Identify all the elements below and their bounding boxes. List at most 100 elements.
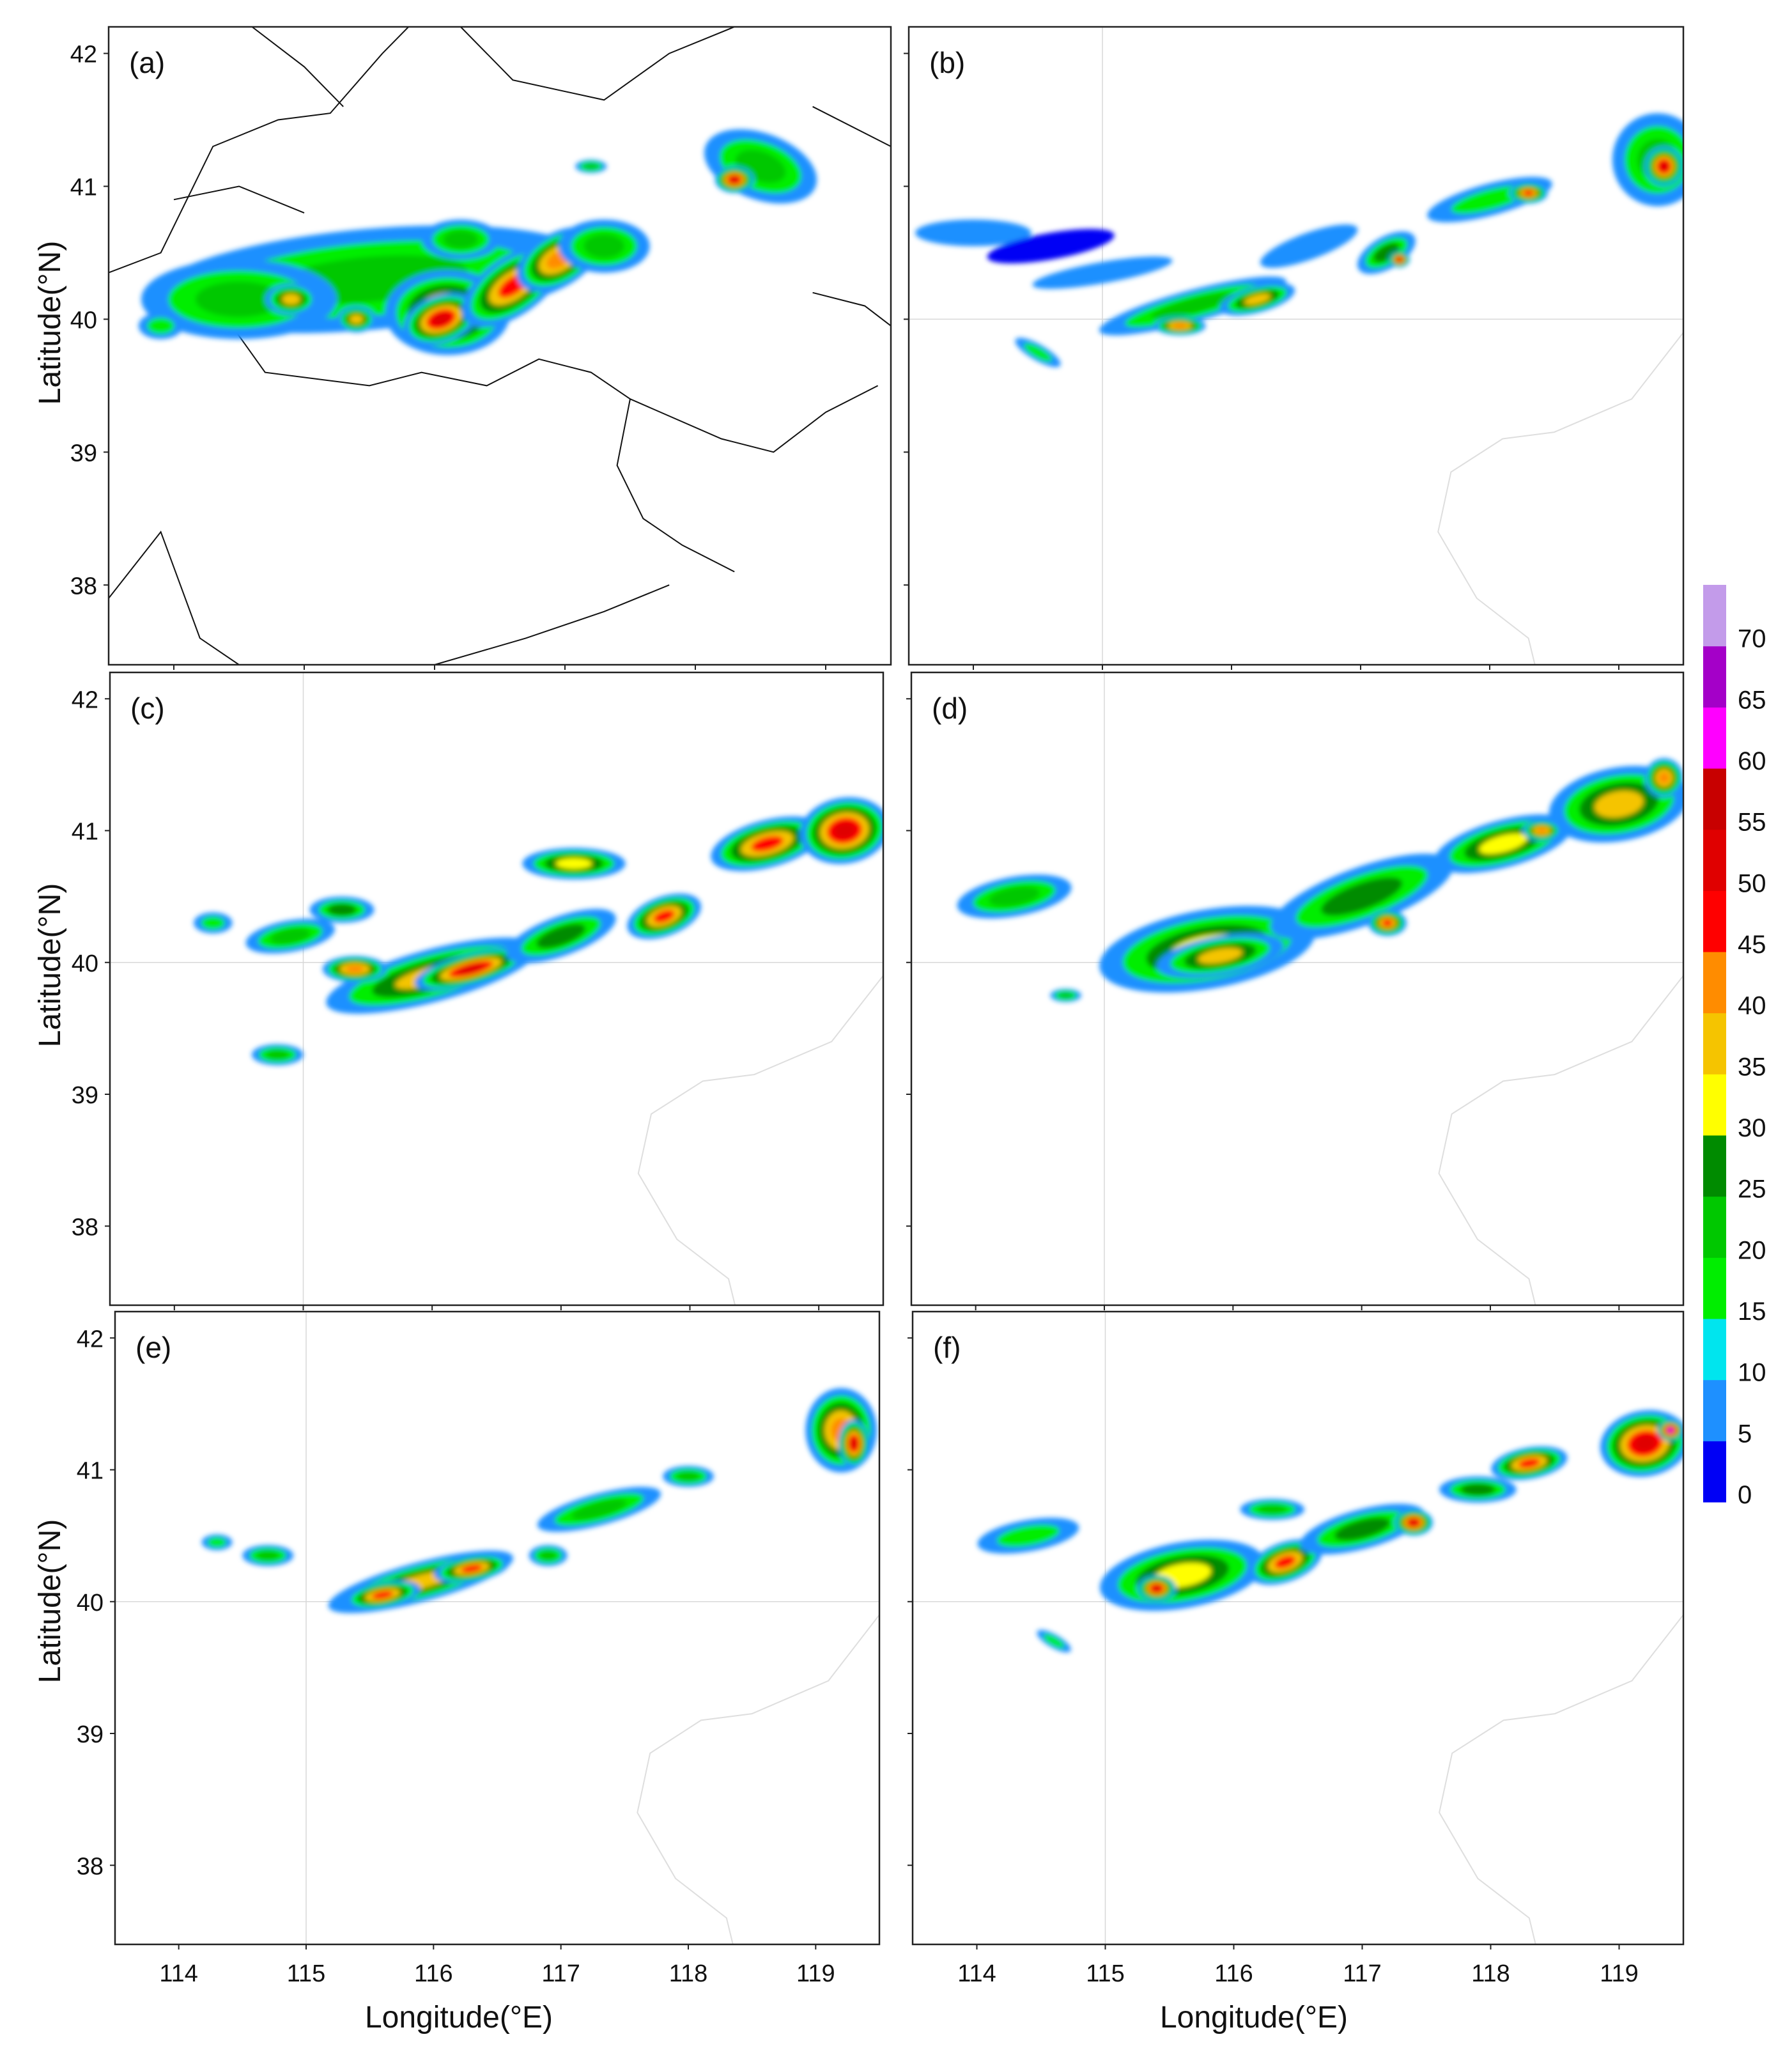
reflectivity-field (194, 797, 883, 1066)
x-tick-label: 114 (957, 1960, 996, 1987)
y-tick-label: 42 (72, 686, 98, 713)
y-axis-label-middle: Latitude(°N) (33, 883, 67, 1048)
panel-label: (c) (130, 692, 165, 725)
x-tick-label: 118 (669, 1960, 708, 1987)
colorbar-tick-label: 10 (1738, 1359, 1766, 1387)
colorbar-tick-label: 15 (1738, 1298, 1766, 1326)
panel-grid: (a) 38 39 40 41 42 (b) (c) 38 39 40 41 42 (d) (e) 38 39 4… (70, 26, 1685, 1987)
x-axis-label-right: Longitude(°E) (1160, 2001, 1348, 2035)
colorbar-tick-label: 20 (1738, 1236, 1766, 1264)
panel-label: (d) (932, 692, 968, 725)
storm-cell-4-level-2 (677, 1471, 700, 1482)
storm-cell-2-level-2 (1151, 293, 1235, 320)
colorbar-swatch (1703, 890, 1726, 952)
storm-cell-0-level-0 (915, 219, 1031, 247)
plot-area (115, 1312, 879, 1944)
storm-cell-6-level-5 (850, 1438, 858, 1450)
storm-cell-7-level-2 (1373, 243, 1400, 263)
panel-label: (f) (933, 1331, 961, 1364)
colorbar-swatch (1703, 646, 1726, 708)
storm-cell-10-level-2 (327, 904, 357, 916)
plot-area (913, 1312, 1683, 1944)
colorbar-swatch (1703, 585, 1726, 647)
plot-area (109, 27, 891, 665)
storm-cell-11-level-1 (201, 916, 225, 930)
x-tick-label: 116 (1214, 1960, 1253, 1987)
x-axis-label-left: Longitude(°E) (365, 2001, 553, 2035)
colorbar-tick-label: 40 (1738, 992, 1766, 1020)
x-tick-label: 118 (1471, 1960, 1510, 1987)
panel-label: (b) (929, 46, 965, 79)
storm-cell-9-level-4 (1536, 827, 1548, 834)
panel-c: (c) 38 39 40 41 42 (72, 671, 884, 1310)
storm-cell-6-level-2 (989, 887, 1040, 906)
reflectivity-field (915, 113, 1683, 368)
storm-cell-7-level-2 (583, 234, 624, 258)
panel-label: (e) (135, 1331, 171, 1364)
panel-frame (109, 671, 884, 1306)
colorbar-tick-label: 0 (1738, 1481, 1752, 1509)
coastline (1439, 1614, 1683, 1944)
y-tick-label: 39 (70, 440, 97, 467)
panel-frame (114, 1310, 881, 1946)
storm-cell-1-level-4 (1274, 1555, 1296, 1569)
storm-cell-7-level-6 (1667, 1428, 1674, 1433)
panel-e: (e) 38 39 40 41 42 114 115 116 117 118 119 (77, 1310, 881, 1987)
storm-cell-7-level-2 (1058, 992, 1073, 998)
storm-cell-8-level-4 (1382, 919, 1393, 927)
storm-cell-4-level-5 (431, 313, 451, 326)
colorbar-swatch (1703, 1441, 1726, 1503)
storm-cell-2-level-4 (461, 1564, 483, 1573)
storm-cell-2-level-2 (1321, 877, 1403, 916)
storm-cell-3-level-3 (1244, 293, 1271, 306)
colorbar-swatch (1703, 768, 1726, 830)
panel-frame (107, 26, 892, 666)
y-tick-label: 38 (70, 573, 97, 600)
storm-cell-5-level-1 (1024, 343, 1052, 362)
plot-area (911, 672, 1683, 1305)
storm-cell-1-level-0 (987, 229, 1115, 264)
reflectivity-field (977, 1410, 1683, 1653)
storm-cell-11-level-2 (1258, 1505, 1287, 1514)
storm-cell-2-level-1 (147, 318, 174, 334)
storm-cell-8-level-5 (1396, 257, 1402, 261)
storm-cell-3-level-3 (1479, 833, 1527, 855)
colorbar-tick-label: 35 (1738, 1053, 1766, 1081)
storm-cell-5-level-4 (1518, 1458, 1540, 1468)
panel-frame (908, 26, 1685, 666)
colorbar-swatch (1703, 707, 1726, 769)
storm-cell-2-level-5 (1152, 1585, 1162, 1592)
colorbar-tick-label: 70 (1738, 625, 1766, 653)
storm-cell-8-level-2 (539, 1551, 557, 1560)
storm-cell-9-level-1 (1043, 1634, 1065, 1648)
x-tick-label: 114 (159, 1960, 198, 1987)
colorbar-swatch (1703, 1257, 1726, 1319)
storm-cell-11-level-2 (583, 163, 598, 169)
colorbar-tick-label: 45 (1738, 931, 1766, 959)
storm-cell-12-level-5 (1659, 161, 1669, 171)
colorbar-swatch (1703, 952, 1726, 1014)
storm-cell-8-level-4 (345, 965, 364, 973)
x-tick-label: 115 (287, 1960, 326, 1987)
storm-cell-13-level-0 (1032, 256, 1173, 289)
province-boundaries (109, 27, 891, 665)
coastline (637, 975, 883, 1305)
panel-frame (911, 1310, 1685, 1946)
colorbar-swatch (1703, 1196, 1726, 1258)
colorbar-tick-label: 60 (1738, 747, 1766, 775)
y-tick-label: 42 (70, 42, 97, 68)
storm-cell-3-level-4 (653, 910, 675, 923)
colorbar-swatch (1703, 1135, 1726, 1197)
colorbar-tick-label: 25 (1738, 1175, 1766, 1204)
storm-cell-5-level-4 (1658, 772, 1670, 784)
colorbar-swatch (1703, 829, 1726, 891)
y-tick-label: 39 (72, 1082, 98, 1109)
colorbar-tick-label: 30 (1738, 1114, 1766, 1142)
y-axis-label-top: Latitude(°N) (33, 241, 67, 405)
y-tick-label: 38 (72, 1214, 98, 1241)
x-tick-label: 119 (796, 1960, 835, 1987)
storm-cell-6-level-5 (1634, 1435, 1656, 1452)
storm-cell-5-level-5 (833, 822, 856, 839)
storm-cell-12-level-3 (282, 293, 300, 305)
